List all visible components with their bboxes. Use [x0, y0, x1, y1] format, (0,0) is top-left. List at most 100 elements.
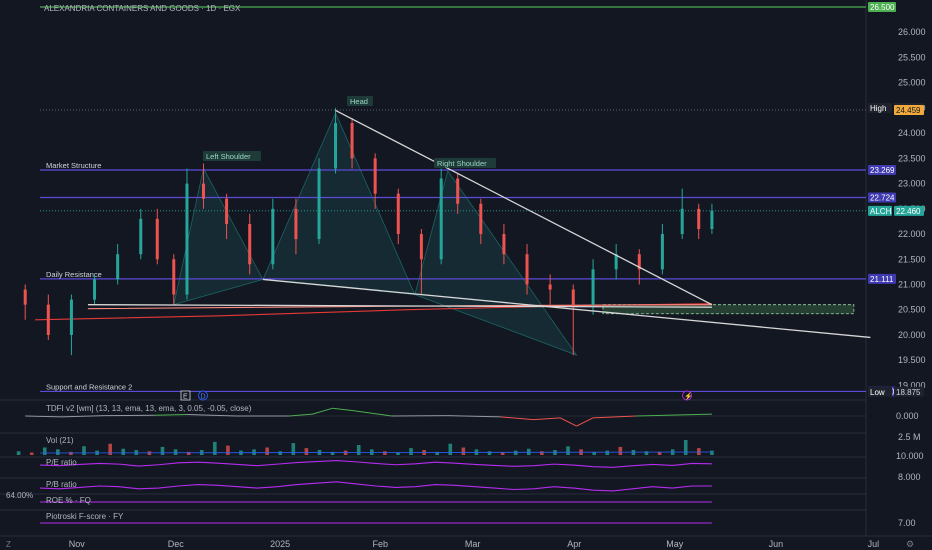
tdfi-segment [25, 415, 62, 418]
candle-body [23, 289, 27, 305]
pb-ratio-line [39, 481, 712, 492]
last-price-badge-label-bg [868, 205, 892, 216]
time-tick-label: Dec [168, 539, 185, 549]
candle-body [139, 218, 143, 255]
candle-body [396, 193, 400, 235]
pb-axis-tick: 8.000 [898, 472, 921, 482]
volume-bar [330, 451, 335, 455]
time-tick-label: Jul [868, 539, 880, 549]
tdfi-segment [576, 417, 594, 427]
event-markers[interactable]: E D ⚡ [180, 390, 693, 401]
trendline-2[interactable] [335, 109, 713, 306]
volume-bar [513, 450, 518, 455]
trendline-1[interactable] [262, 278, 871, 339]
settings-icon[interactable]: ⚙ [906, 539, 914, 549]
volume-bar [226, 445, 230, 455]
pe-pane-title: P/E ratio [46, 458, 77, 467]
price-tick-label: 21.000 [898, 279, 926, 289]
time-axis[interactable]: Nov Dec 2025 Feb Mar Apr May Jun Jul [69, 539, 879, 549]
tdfi-segment [635, 413, 712, 417]
volume-bar [461, 447, 466, 455]
candle-body [502, 234, 506, 255]
candles-layer [23, 107, 714, 356]
price-tick-label: 21.500 [898, 254, 926, 264]
volume-bar [82, 446, 86, 455]
candle-body [350, 123, 354, 159]
last-price-badge-label: ALCH [870, 207, 892, 216]
earnings-marker[interactable] [180, 390, 191, 401]
timezone-icon[interactable]: Z [6, 540, 11, 549]
volume-bar [265, 447, 269, 455]
tdfi-pane-title: TDFI v2 [wm] (13, 13, ema, 13, ema, 3, 0… [46, 404, 252, 413]
candle-body [548, 284, 552, 290]
time-tick-label: Feb [372, 539, 388, 549]
low-badge-label: Low [870, 388, 885, 397]
time-tick-label: Jun [769, 539, 784, 549]
trendlines-layer [87, 109, 871, 339]
time-tick-label: Apr [567, 539, 581, 549]
candle-body [317, 168, 321, 240]
price-axis[interactable]: 26.50023.26922.72421.11118.88026.00025.5… [868, 2, 926, 397]
last-price-badge-value: 22.460 [896, 207, 921, 216]
earnings-marker-label: E [183, 394, 188, 401]
price-tick-label: 20.000 [898, 330, 926, 340]
level-badge-daily-resistance [868, 273, 896, 284]
volume-bar [409, 448, 413, 455]
candle-body [456, 178, 460, 204]
candle-body [225, 198, 229, 224]
indicator-panes-layer [16, 407, 866, 524]
low-badge-value: 18.875 [896, 388, 921, 397]
volume-bar [121, 448, 126, 455]
time-tick-label: Mar [465, 539, 481, 549]
candle-body [69, 299, 73, 335]
candle-body [116, 254, 120, 280]
level-badge-text-daily-resistance: 21.111 [870, 275, 894, 284]
dividend-marker[interactable] [198, 390, 208, 401]
volume-bar [448, 443, 453, 455]
level-badge-level-22724 [868, 192, 896, 203]
price-tick-label: 25.000 [898, 78, 926, 88]
high-badge-label: High [870, 104, 886, 113]
pe-ratio-line [39, 460, 712, 468]
candle-body [201, 183, 205, 199]
candle-body [591, 269, 595, 305]
price-tick-label: 19.500 [898, 355, 926, 365]
candle-body [373, 158, 377, 194]
support-zone [602, 304, 855, 315]
candle-body [155, 218, 159, 260]
roe-left-value: 64.00% [6, 491, 33, 500]
level-lines-layer: Market Structure Daily Resistance Support … [40, 6, 866, 393]
volume-bar [697, 448, 701, 455]
volume-bar [356, 445, 361, 455]
news-marker-label: ⚡ [684, 392, 693, 401]
news-marker[interactable] [682, 390, 692, 401]
volume-bar [683, 440, 688, 455]
tdfi-segment [289, 413, 313, 417]
candle-body [93, 279, 97, 300]
volume-bar [500, 452, 505, 455]
volume-bar [291, 443, 296, 455]
level-badge-text-market-structure: 23.269 [870, 166, 895, 175]
volume-bar [278, 451, 283, 455]
candle-body [614, 254, 618, 270]
tdfi-segment [533, 417, 561, 421]
time-tick-label: May [666, 539, 684, 549]
volume-bar [186, 451, 191, 455]
tdfi-segment [153, 414, 187, 416]
candle-body [439, 178, 443, 260]
level-badge-market-structure [868, 165, 896, 176]
volume-bar [540, 451, 544, 455]
roe-pane-title: ROE % · FQ [46, 496, 91, 505]
head-label: Head [350, 97, 368, 106]
candle-body [680, 208, 684, 235]
volume-bar [304, 448, 309, 455]
trendline-0[interactable] [87, 304, 712, 308]
level-label-market-structure: Market Structure [46, 161, 101, 170]
volume-pane-title: Vol (21) [46, 436, 74, 445]
volume-bar [592, 451, 596, 455]
candle-body [185, 183, 189, 295]
candle-body [697, 208, 701, 229]
price-tick-label: 25.500 [898, 52, 926, 62]
level-label-daily-resistance: Daily Resistance [46, 270, 102, 279]
